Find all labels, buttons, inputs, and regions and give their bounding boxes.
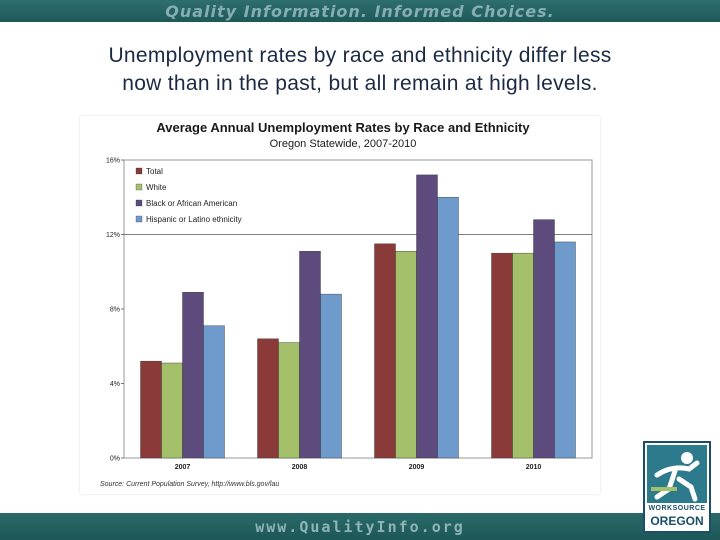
y-tick-label: 8% xyxy=(110,307,120,314)
bar-2008-white xyxy=(278,342,300,459)
bar-2009-black-or-african-american xyxy=(416,174,438,459)
legend-label: Hispanic or Latino ethnicity xyxy=(146,215,242,224)
bar-2007-total xyxy=(140,360,162,459)
bar-2010-black-or-african-american xyxy=(533,219,555,459)
chart-title: Average Annual Unemployment Rates by Rac… xyxy=(156,120,530,135)
headline-line-1: Unemployment rates by race and ethnicity… xyxy=(108,44,612,67)
chart-subtitle: Oregon Statewide, 2007-2010 xyxy=(270,138,417,150)
bar-2007-black-or-african-american xyxy=(182,292,204,459)
bar-2007-hispanic-or-latino-ethnicity xyxy=(203,325,225,459)
top-banner-tagline: Quality Information. Informed Choices. xyxy=(165,2,555,21)
bar-2008-black-or-african-american xyxy=(299,251,321,459)
top-banner: Quality Information. Informed Choices. xyxy=(0,0,720,22)
x-category-label: 2009 xyxy=(409,464,425,471)
x-category-label: 2010 xyxy=(526,464,542,471)
slide-headline: Unemployment rates by race and ethnicity… xyxy=(20,42,700,98)
bar-2009-total xyxy=(374,243,396,459)
legend-swatch xyxy=(135,183,143,191)
y-tick-label: 16% xyxy=(106,158,120,165)
bottom-banner: www.QualityInfo.org xyxy=(0,513,720,540)
worksource-oregon-logo: WORKSOURCE OREGON xyxy=(643,441,711,533)
x-category-label: 2007 xyxy=(175,464,191,471)
bar-2008-hispanic-or-latino-ethnicity xyxy=(320,293,342,459)
y-tick-label: 0% xyxy=(110,456,120,463)
bar-2010-hispanic-or-latino-ethnicity xyxy=(554,241,576,459)
chart-container: Average Annual Unemployment Rates by Rac… xyxy=(80,116,600,494)
bar-2008-total xyxy=(257,338,279,459)
bar-2009-hispanic-or-latino-ethnicity xyxy=(437,197,459,459)
legend-label: Total xyxy=(146,167,163,176)
logo-wordmark-bottom: OREGON xyxy=(650,514,704,528)
bar-2009-white xyxy=(395,251,417,459)
runner-icon xyxy=(647,445,707,503)
headline-line-2: now than in the past, but all remain at … xyxy=(122,72,598,95)
x-category-label: 2008 xyxy=(292,464,308,471)
unemployment-bar-chart: Average Annual Unemployment Rates by Rac… xyxy=(100,120,593,488)
bar-2010-total xyxy=(491,252,513,459)
website-url[interactable]: www.QualityInfo.org xyxy=(255,518,465,536)
source-note: Source: Current Population Survey, http:… xyxy=(100,481,279,488)
legend-label: White xyxy=(146,183,167,192)
y-tick-label: 4% xyxy=(110,381,120,388)
bar-2010-white xyxy=(512,252,534,459)
y-tick-label: 12% xyxy=(106,232,120,239)
legend-label: Black or African American xyxy=(146,199,237,208)
bar-2007-white xyxy=(161,362,183,459)
legend-swatch xyxy=(135,199,143,207)
legend-swatch xyxy=(135,167,143,175)
legend-swatch xyxy=(135,215,143,223)
logo-wordmark-top: WORKSOURCE xyxy=(648,505,706,512)
